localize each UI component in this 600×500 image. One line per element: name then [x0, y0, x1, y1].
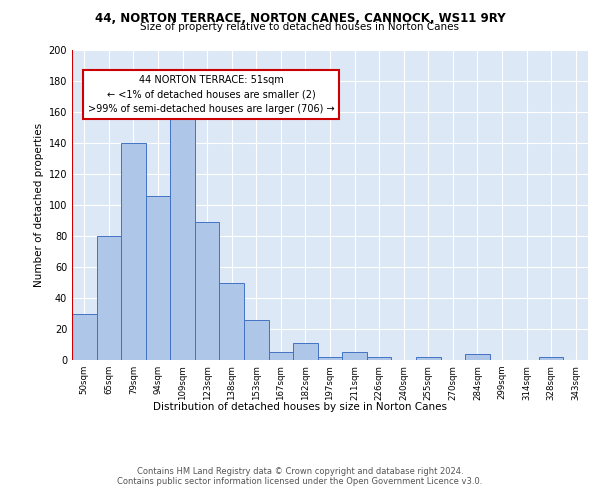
Bar	[72, 314, 97, 360]
Bar	[318, 357, 342, 360]
Bar	[97, 236, 121, 360]
Bar	[121, 143, 146, 360]
Text: 44 NORTON TERRACE: 51sqm
← <1% of detached houses are smaller (2)
>99% of semi-d: 44 NORTON TERRACE: 51sqm ← <1% of detach…	[88, 75, 335, 114]
Text: 44, NORTON TERRACE, NORTON CANES, CANNOCK, WS11 9RY: 44, NORTON TERRACE, NORTON CANES, CANNOC…	[95, 12, 505, 26]
Bar	[220, 282, 244, 360]
Text: Size of property relative to detached houses in Norton Canes: Size of property relative to detached ho…	[140, 22, 460, 32]
Bar	[269, 352, 293, 360]
Text: Distribution of detached houses by size in Norton Canes: Distribution of detached houses by size …	[153, 402, 447, 412]
Bar	[146, 196, 170, 360]
Text: Contains public sector information licensed under the Open Government Licence v3: Contains public sector information licen…	[118, 478, 482, 486]
Bar	[465, 354, 490, 360]
Bar	[539, 357, 563, 360]
Bar	[195, 222, 220, 360]
Bar	[416, 357, 440, 360]
Bar	[293, 343, 318, 360]
Bar	[342, 352, 367, 360]
Bar	[367, 357, 391, 360]
Bar	[170, 109, 195, 360]
Y-axis label: Number of detached properties: Number of detached properties	[34, 123, 44, 287]
Text: Contains HM Land Registry data © Crown copyright and database right 2024.: Contains HM Land Registry data © Crown c…	[137, 468, 463, 476]
Bar	[244, 320, 269, 360]
